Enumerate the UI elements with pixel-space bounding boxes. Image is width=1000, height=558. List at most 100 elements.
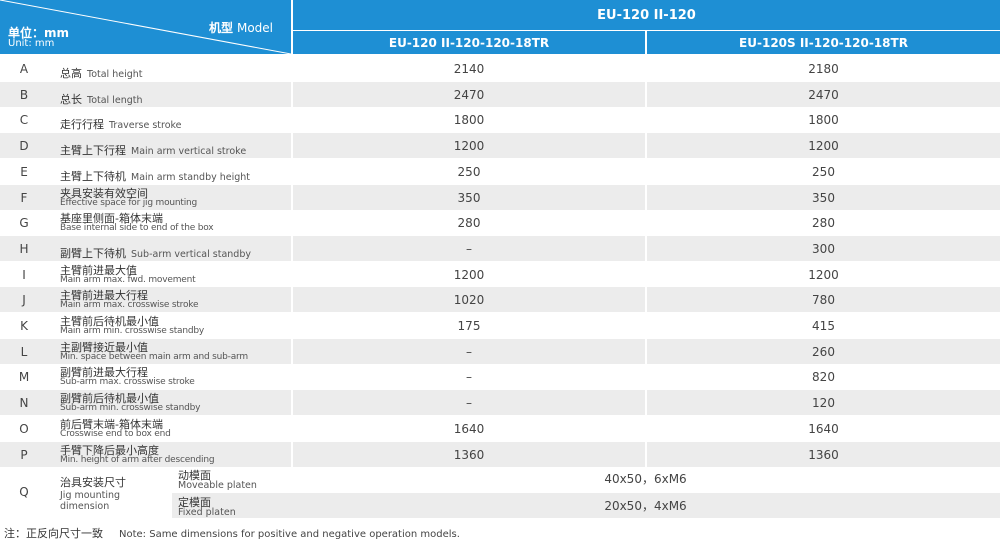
row-description: 主臂前进最大行程 Main arm max. crosswise stroke — [60, 287, 290, 312]
row-letter: D — [19, 138, 29, 153]
row-description: 总长 Total length — [60, 82, 290, 107]
row-background — [293, 133, 645, 158]
fixed-platen-en: Fixed platen — [178, 507, 236, 518]
moveable-platen-en: Moveable platen — [178, 480, 257, 491]
description-en: Sub-arm vertical standby — [131, 249, 251, 260]
row-background — [293, 390, 645, 415]
table-row: K 主臂前后待机最小值 Main arm min. crosswise standb… — [0, 313, 1000, 338]
value-model-2: 2470 — [808, 87, 839, 102]
q-desc-cn: 治具安装尺寸 — [60, 476, 126, 489]
description-cn: 副臂前后待机最小值 — [60, 392, 159, 405]
table-row: B 总长 Total length 2470 2470 — [0, 82, 1000, 107]
row-letter: F — [20, 190, 28, 205]
row-description: 副臂前后待机最小值 Sub-arm min. crosswise standby — [60, 390, 290, 415]
description-en: Main arm max. fwd. movement — [60, 275, 196, 285]
table-row: A 总高 Total height 2140 2180 — [0, 56, 1000, 81]
row-description: 副臂上下待机 Sub-arm vertical standby — [60, 236, 290, 261]
description-cn: 基座里侧面-箱体末端 — [60, 212, 163, 225]
description-cn: 主臂前进最大行程 — [60, 289, 148, 302]
value-model-2: 1360 — [808, 447, 839, 462]
description-cn: 副臂前进最大行程 — [60, 366, 148, 379]
row-background — [647, 287, 1000, 312]
row-background — [293, 82, 645, 107]
description-en: Main arm max. crosswise stroke — [60, 300, 199, 310]
model-column-1: EU-120 II-120-120-18TR — [293, 31, 645, 54]
table-row: D 主臂上下行程 Main arm vertical stroke 1200 1200 — [0, 133, 1000, 158]
description-en: Main arm vertical stroke — [131, 146, 247, 157]
fixed-platen-cn: 定模面 — [178, 496, 211, 509]
unit-label-cn: 单位：mm — [8, 26, 70, 40]
value-model-1: 1800 — [453, 112, 485, 127]
value-model-2: 1640 — [808, 421, 839, 436]
row-background — [293, 339, 645, 364]
value-model-2: 415 — [812, 318, 835, 333]
description-en: Min. height of arm after descending — [60, 455, 215, 465]
row-letter: A — [19, 61, 29, 76]
value-model-1: – — [466, 395, 472, 410]
table-row: M 副臂前进最大行程 Sub-arm max. crosswise stroke – 8… — [0, 364, 1000, 389]
row-letter: C — [19, 112, 29, 127]
row-background — [0, 82, 291, 107]
model-label-en: Model — [236, 21, 273, 35]
value-model-1: 1020 — [453, 292, 485, 307]
row-letter: H — [19, 241, 29, 256]
description-en: Total length — [87, 95, 143, 106]
row-background — [647, 185, 1000, 210]
description-en: Min. space between main arm and sub-arm — [60, 352, 248, 362]
row-letter: I — [22, 267, 26, 282]
description-cn: 主臂上下待机 — [60, 170, 126, 183]
table-row: L 主副臂接近最小值 Min. space between main arm and… — [0, 339, 1000, 364]
row-letter: L — [20, 344, 28, 359]
row-background — [293, 442, 645, 467]
moveable-platen-value: 40x50，6xM6 — [604, 472, 687, 486]
row-description: 副臂前进最大行程 Sub-arm max. crosswise stroke — [60, 364, 290, 389]
table-row: F 夹具安装有效空间 Effective space for jig mountin… — [0, 185, 1000, 210]
table-row: H 副臂上下待机 Sub-arm vertical standby – 300 — [0, 236, 1000, 261]
row-background — [647, 442, 1000, 467]
value-model-2: 350 — [812, 190, 835, 205]
value-model-1: 250 — [457, 164, 481, 179]
value-model-2: 780 — [812, 292, 835, 307]
model-column-2: EU-120S II-120-120-18TR — [647, 31, 1000, 54]
description-cn: 主臂前进最大值 — [60, 264, 137, 277]
description-en: Total height — [87, 69, 143, 80]
row-description: 手臂下降后最小高度 Min. height of arm after descen… — [60, 442, 290, 467]
table-row: O 前后臂末端-箱体末端 Crosswise end to box end 1640 1… — [0, 416, 1000, 441]
description-en: Effective space for jig mounting — [60, 198, 198, 208]
row-description: 主副臂接近最小值 Min. space between main arm and … — [60, 339, 290, 364]
q-fixed-bg — [172, 493, 1000, 518]
description-en: Traverse stroke — [109, 120, 182, 131]
table-row: P 手臂下降后最小高度 Min. height of arm after desce… — [0, 442, 1000, 467]
row-background — [293, 236, 645, 261]
value-model-1: 175 — [457, 318, 481, 333]
table-row: N 副臂前后待机最小值 Sub-arm min. crosswise standby… — [0, 390, 1000, 415]
row-description: 主臂前进最大值 Main arm max. fwd. movement — [60, 262, 290, 287]
description-en: Crosswise end to box end — [60, 429, 171, 439]
row-background — [0, 339, 291, 364]
value-model-1: 2140 — [453, 61, 485, 76]
value-model-2: 820 — [812, 369, 835, 384]
description-en: Main arm standby height — [131, 172, 251, 183]
row-letter: E — [20, 164, 28, 179]
value-model-1: 280 — [457, 215, 481, 230]
value-model-2: 260 — [812, 344, 835, 359]
description-en: Sub-arm min. crosswise standby — [60, 403, 201, 413]
row-background — [647, 339, 1000, 364]
row-letter: Q — [19, 485, 29, 499]
description-en: Base internal side to end of the box — [60, 223, 214, 233]
value-model-2: 1800 — [808, 112, 839, 127]
table-row: J 主臂前进最大行程 Main arm max. crosswise stroke 1… — [0, 287, 1000, 312]
row-letter: M — [18, 369, 30, 384]
row-description: 前后臂末端-箱体末端 Crosswise end to box end — [60, 416, 290, 441]
unit-label-en: Unit: mm — [8, 38, 55, 49]
row-description: 主臂上下待机 Main arm standby height — [60, 159, 290, 184]
row-background — [293, 287, 645, 312]
row-background — [0, 185, 291, 210]
row-background — [647, 390, 1000, 415]
value-model-1: – — [466, 344, 472, 359]
row-background — [0, 287, 291, 312]
description-cn: 总长 — [60, 93, 82, 106]
row-background — [0, 390, 291, 415]
description-cn: 走行行程 — [60, 118, 104, 131]
row-background — [293, 185, 645, 210]
